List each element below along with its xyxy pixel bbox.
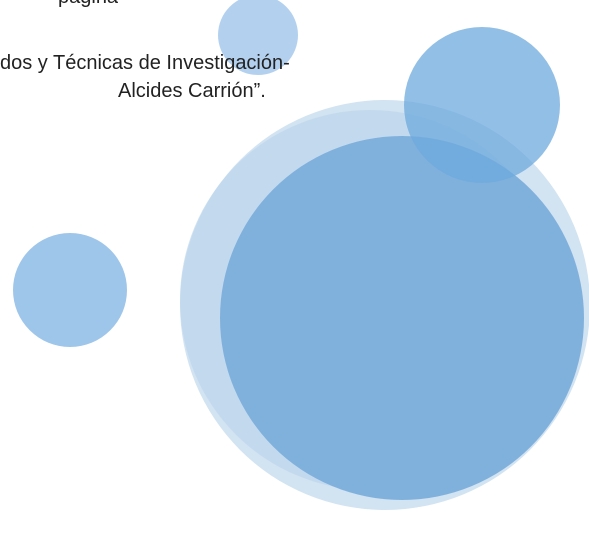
decoration	[0, 0, 589, 533]
left-circle	[13, 233, 127, 347]
page: pagina dos y Técnicas de Investigación- …	[0, 0, 589, 533]
text-line: dos y Técnicas de Investigación-	[0, 52, 290, 75]
main-circle	[220, 136, 584, 500]
text-line: Alcides Carrión”.	[118, 80, 266, 103]
upper-right-circle	[404, 27, 560, 183]
text-line: pagina	[58, 0, 118, 9]
